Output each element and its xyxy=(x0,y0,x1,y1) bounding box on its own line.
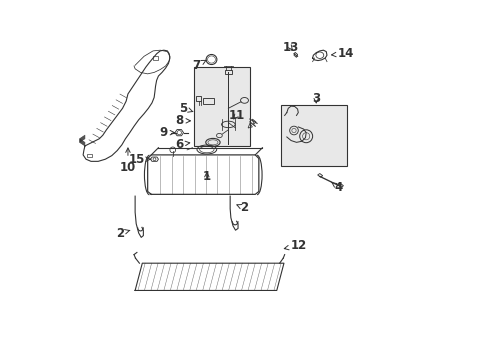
Text: 6: 6 xyxy=(175,138,189,150)
Text: 11: 11 xyxy=(228,109,244,122)
Text: 1: 1 xyxy=(203,170,210,183)
Text: 12: 12 xyxy=(284,239,307,252)
Bar xyxy=(281,105,346,166)
Bar xyxy=(194,67,249,146)
Text: 13: 13 xyxy=(282,41,298,54)
Text: 5: 5 xyxy=(179,102,192,115)
Text: 2: 2 xyxy=(116,226,130,239)
Text: 15: 15 xyxy=(128,153,150,166)
Text: 7: 7 xyxy=(192,59,206,72)
Text: 10: 10 xyxy=(120,148,136,174)
Text: 4: 4 xyxy=(331,181,342,194)
Text: 14: 14 xyxy=(331,47,353,60)
Text: 2: 2 xyxy=(236,202,248,215)
Text: 8: 8 xyxy=(175,114,190,127)
Text: 3: 3 xyxy=(311,93,320,105)
Text: 9: 9 xyxy=(159,126,174,139)
Bar xyxy=(194,67,249,146)
Bar xyxy=(281,105,346,166)
